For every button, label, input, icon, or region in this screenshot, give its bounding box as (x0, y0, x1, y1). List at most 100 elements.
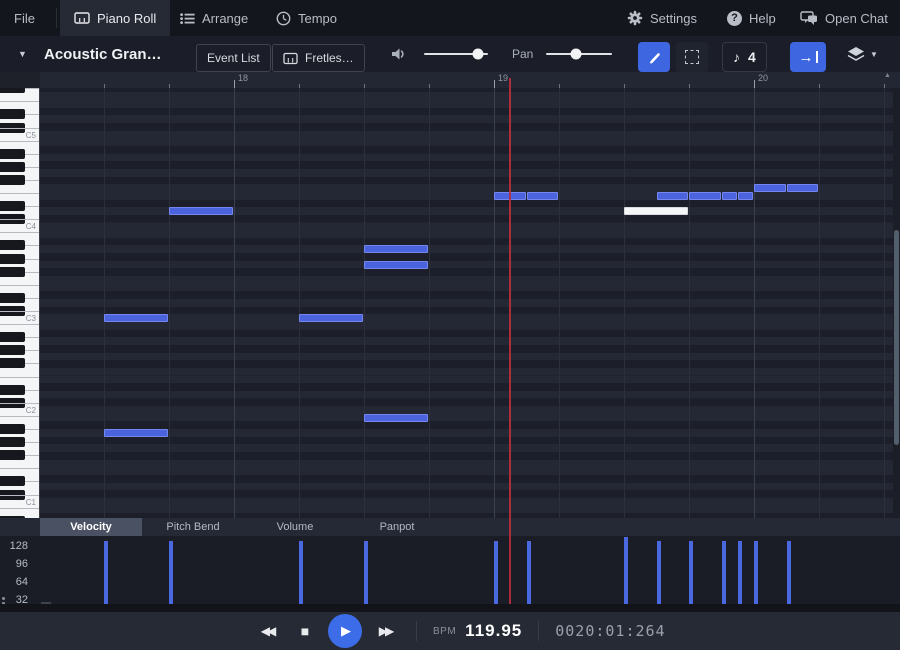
ruler-collapse-icon[interactable]: ▲ (884, 72, 891, 79)
controller-tab-pitch-bend[interactable]: Pitch Bend (142, 518, 244, 536)
black-key[interactable] (0, 293, 25, 303)
settings-button[interactable]: Settings (627, 0, 697, 36)
layers-menu-button[interactable]: ▼ (846, 36, 878, 72)
velocity-scale-label: 32 (0, 594, 34, 604)
velocity-bar[interactable] (722, 541, 726, 604)
time-display[interactable]: 0020:01:264 (555, 622, 665, 640)
grid-row (40, 123, 893, 131)
velocity-bar[interactable] (364, 541, 368, 604)
volume-slider[interactable] (424, 36, 488, 72)
instrument-dropdown-caret[interactable]: ▼ (18, 36, 27, 72)
tab-piano-roll[interactable]: Piano Roll (60, 0, 170, 36)
midi-note[interactable] (787, 184, 819, 192)
open-chat-button[interactable]: Open Chat (800, 0, 888, 36)
black-key[interactable] (0, 201, 25, 211)
black-key[interactable] (0, 424, 25, 434)
help-button[interactable]: ? Help (727, 0, 776, 36)
bpm-value[interactable]: 119.95 (465, 621, 522, 641)
vertical-scrollbar[interactable] (893, 88, 900, 518)
pencil-tool-button[interactable] (638, 42, 670, 72)
auto-scroll-button[interactable]: → (790, 42, 826, 72)
grid-row (40, 368, 893, 376)
select-tool-button[interactable] (676, 42, 708, 72)
midi-note[interactable] (754, 184, 786, 192)
rewind-button[interactable]: ◀◀ (252, 624, 282, 638)
vertical-scrollbar-thumb[interactable] (894, 230, 899, 445)
midi-note[interactable] (738, 192, 753, 200)
controller-tab-velocity[interactable]: Velocity (40, 518, 142, 536)
midi-note[interactable] (364, 414, 428, 422)
velocity-bar[interactable] (104, 541, 108, 604)
octave-label: C1 (26, 498, 36, 507)
measure-tick (234, 80, 235, 88)
controller-tab-panpot[interactable]: Panpot (346, 518, 448, 536)
black-key[interactable] (0, 476, 25, 486)
black-key[interactable] (0, 267, 25, 277)
black-key[interactable] (0, 88, 25, 93)
note-division-selector[interactable]: ♪ 4 (722, 42, 767, 72)
velocity-bar[interactable] (494, 541, 498, 604)
top-menu-bar: File Piano Roll Arrange Tempo Setti (0, 0, 900, 36)
velocity-bar[interactable] (738, 541, 742, 604)
tab-arrange[interactable]: Arrange (180, 0, 248, 36)
play-button[interactable]: ▶ (328, 614, 362, 648)
black-key[interactable] (0, 149, 25, 159)
stop-button[interactable]: ■ (290, 623, 320, 639)
black-key[interactable] (0, 450, 25, 460)
black-key[interactable] (0, 162, 25, 172)
track-select-label: Fretles… (305, 51, 354, 65)
track-select-button[interactable]: Fretles… (272, 44, 365, 72)
app-root: File Piano Roll Arrange Tempo Setti (0, 0, 900, 650)
instrument-name[interactable]: Acoustic Gran… (44, 36, 162, 72)
velocity-bar[interactable] (527, 541, 531, 604)
black-key[interactable] (0, 345, 25, 355)
black-key[interactable] (0, 109, 25, 119)
velocity-bar[interactable] (689, 541, 693, 604)
fast-forward-button[interactable]: ▶▶ (370, 624, 400, 638)
grid-row (40, 345, 893, 353)
velocity-lane[interactable]: 128966432 (0, 536, 900, 604)
tab-tempo[interactable]: Tempo (276, 0, 337, 36)
midi-note[interactable] (527, 192, 559, 200)
midi-note[interactable] (364, 245, 428, 253)
pan-slider-knob[interactable] (570, 49, 581, 60)
black-key[interactable] (0, 240, 25, 250)
midi-note[interactable] (624, 207, 688, 215)
midi-note[interactable] (722, 192, 737, 200)
piano-icon (283, 52, 298, 65)
timeline-ruler[interactable]: 181920 (40, 72, 900, 88)
volume-slider-knob[interactable] (473, 49, 484, 60)
midi-note[interactable] (104, 429, 168, 437)
list-icon (180, 12, 195, 25)
velocity-bar[interactable] (624, 537, 628, 604)
menu-divider (56, 8, 57, 28)
controller-tab-volume[interactable]: Volume (244, 518, 346, 536)
midi-note[interactable] (689, 192, 721, 200)
black-key[interactable] (0, 254, 25, 264)
file-menu[interactable]: File (14, 0, 35, 36)
more-options-icon[interactable] (2, 597, 5, 600)
beat-line (624, 88, 625, 518)
note-grid[interactable] (40, 88, 893, 518)
midi-note[interactable] (299, 314, 363, 322)
grid-row (40, 261, 893, 269)
black-key[interactable] (0, 358, 25, 368)
velocity-bar[interactable] (787, 541, 791, 604)
midi-note[interactable] (169, 207, 233, 215)
grid-row (40, 276, 893, 284)
pan-slider[interactable] (546, 36, 612, 72)
velocity-bar[interactable] (754, 541, 758, 604)
midi-note[interactable] (364, 261, 428, 269)
event-list-button[interactable]: Event List (196, 44, 271, 72)
open-chat-label: Open Chat (825, 11, 888, 26)
black-key[interactable] (0, 175, 25, 185)
midi-note[interactable] (657, 192, 689, 200)
black-key[interactable] (0, 437, 25, 447)
black-key[interactable] (0, 385, 25, 395)
black-key[interactable] (0, 332, 25, 342)
velocity-bar[interactable] (299, 541, 303, 604)
velocity-bar[interactable] (169, 541, 173, 604)
piano-keyboard[interactable]: C5C4C3C2C1 (0, 88, 40, 518)
midi-note[interactable] (104, 314, 168, 322)
velocity-bar[interactable] (657, 541, 661, 604)
